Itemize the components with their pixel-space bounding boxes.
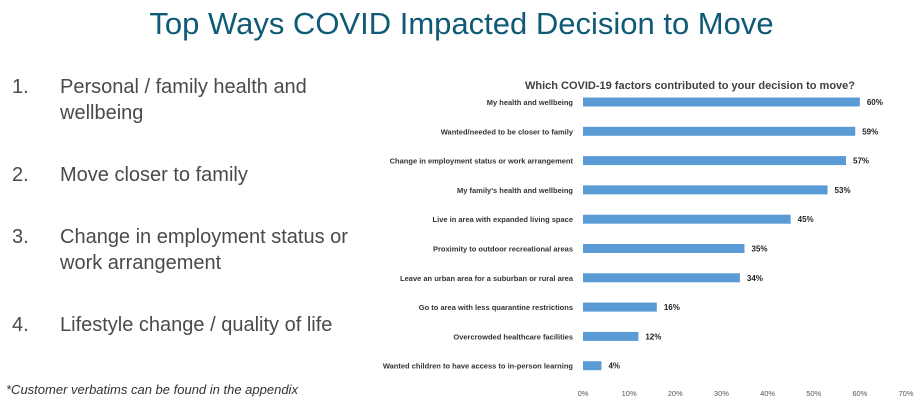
category-label: Wanted children to have access to in-per… [383, 362, 574, 371]
data-label: 53% [835, 186, 851, 195]
list-item-text: Personal / family health and wellbeing [60, 76, 307, 124]
list-item-number: 4. [12, 314, 29, 336]
category-label: Proximity to outdoor recreational areas [433, 245, 573, 254]
bar [583, 273, 740, 283]
x-tick-label: 20% [668, 389, 683, 398]
footnote: *Customer verbatims can be found in the … [6, 382, 298, 397]
x-tick-label: 10% [622, 389, 637, 398]
bar [583, 97, 860, 107]
x-tick-label: 40% [760, 389, 775, 398]
page-title: Top Ways COVID Impacted Decision to Move [149, 6, 774, 41]
data-label: 12% [645, 332, 661, 341]
x-tick-label: 30% [714, 389, 729, 398]
x-tick-label: 0% [578, 389, 589, 398]
data-label: 60% [867, 98, 883, 107]
bar [583, 331, 639, 341]
x-tick-label: 60% [852, 389, 867, 398]
bar-chart: Which COVID-19 factors contributed to yo… [360, 75, 920, 401]
bar [583, 156, 847, 166]
list-item-text: Move closer to family [60, 164, 248, 186]
bar [583, 361, 602, 371]
category-label: Overcrowded healthcare facilities [453, 332, 573, 341]
list-item-number: 1. [12, 76, 29, 98]
x-tick-label: 50% [806, 389, 821, 398]
bar [583, 185, 828, 195]
category-label: Wanted/needed to be closer to family [441, 127, 574, 136]
bar [583, 126, 856, 136]
category-label: Live in area with expanded living space [433, 215, 573, 224]
category-label: Leave an urban area for a suburban or ru… [400, 274, 574, 283]
list-item-text: Lifestyle change / quality of life [60, 314, 333, 336]
category-label: Change in employment status or work arra… [390, 157, 574, 166]
category-label: My family's health and wellbeing [457, 186, 573, 195]
list-item-text: Change in employment status or work arra… [60, 226, 348, 274]
chart-svg: Which COVID-19 factors contributed to yo… [383, 80, 914, 398]
data-label: 45% [798, 215, 814, 224]
data-label: 16% [664, 303, 680, 312]
data-label: 35% [752, 245, 768, 254]
data-label: 57% [853, 157, 869, 166]
list-item-number: 2. [12, 164, 29, 186]
bar [583, 214, 791, 224]
data-label: 4% [608, 362, 620, 371]
category-label: My health and wellbeing [487, 98, 574, 107]
category-label: Go to area with less quarantine restrict… [419, 303, 573, 312]
data-label: 59% [862, 127, 878, 136]
list-item-number: 3. [12, 226, 29, 248]
data-label: 34% [747, 274, 763, 283]
chart-title: Which COVID-19 factors contributed to yo… [525, 80, 855, 92]
bar [583, 302, 657, 312]
bar [583, 244, 745, 253]
x-tick-label: 70% [898, 389, 913, 398]
